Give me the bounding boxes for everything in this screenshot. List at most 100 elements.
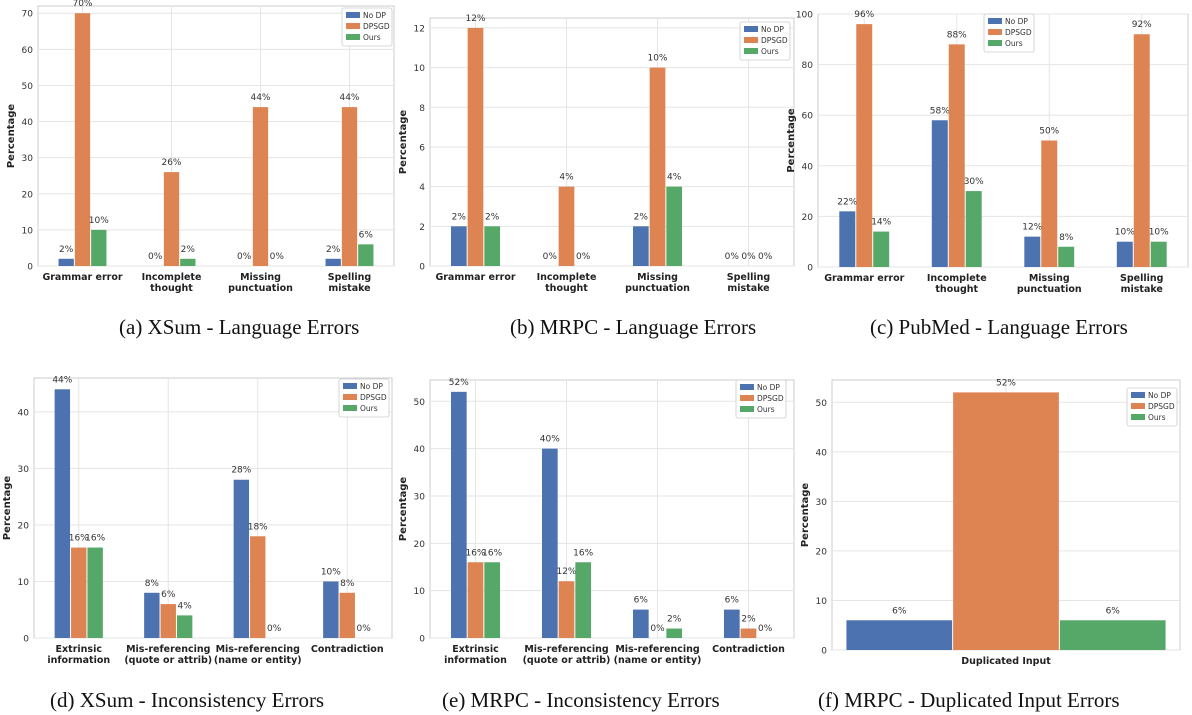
- data-label: 0%: [650, 624, 665, 634]
- x-tick-label-line: Extrinsic: [452, 644, 498, 655]
- bar: [846, 620, 953, 650]
- data-label: 2%: [181, 245, 196, 255]
- legend-swatch: [744, 26, 758, 32]
- x-tick-label: Missing punctuation: [1017, 273, 1082, 295]
- x-tick-label-line: mistake: [1121, 284, 1163, 295]
- y-axis-label: Percentage: [800, 483, 811, 548]
- x-tick-label-line: thought: [545, 283, 588, 294]
- bar: [649, 67, 666, 266]
- data-label: 10%: [321, 567, 341, 577]
- x-tick-label-line: Missing: [240, 272, 281, 283]
- x-tick-label: Grammar error: [435, 272, 515, 283]
- bar: [87, 547, 103, 638]
- legend-label: No DP: [360, 382, 383, 391]
- bar: [1059, 620, 1166, 650]
- bar: [1150, 241, 1167, 267]
- y-tick-label: 40: [22, 118, 34, 128]
- data-label: 70%: [72, 0, 92, 9]
- chart-svg: 0 2 4 6 8 10 12 Percentage 2% 0% 2% 0% 12% 4% 10% 0% 2% 0…: [398, 14, 795, 294]
- y-tick-label: 20: [22, 190, 34, 200]
- data-label: 6%: [1106, 606, 1121, 616]
- bar: [323, 581, 339, 638]
- x-tick-label-line: Missing: [637, 272, 678, 283]
- legend-swatch: [343, 383, 357, 389]
- data-label: 0%: [543, 252, 558, 262]
- y-axis-label: Percentage: [398, 110, 409, 175]
- data-label: 2%: [667, 615, 682, 625]
- bar: [856, 24, 873, 268]
- y-tick-label: 30: [22, 154, 34, 164]
- data-label: 16%: [85, 534, 105, 544]
- chart-panel-d: 0 10 20 30 40 Percentage 44% 8% 28% 10% 16% 6% 18% 8%…: [0, 370, 400, 670]
- legend-swatch: [740, 395, 754, 401]
- bar: [558, 186, 575, 266]
- chart-svg: 0 10 20 30 40 50 Percentage 6% 52% 6% Duplicated I…: [800, 378, 1181, 667]
- x-tick-label-line: (name or entity): [214, 655, 302, 666]
- data-label: 0%: [148, 252, 163, 262]
- data-label: 0%: [237, 252, 252, 262]
- bar: [484, 562, 501, 638]
- x-tick-label-line: Duplicated Input: [961, 656, 1051, 667]
- x-tick-label-line: mistake: [328, 283, 370, 294]
- bar: [339, 592, 355, 638]
- data-label: 2%: [485, 212, 500, 222]
- x-tick-label-line: punctuation: [625, 283, 690, 294]
- bar: [180, 258, 196, 266]
- data-label: 8%: [145, 579, 160, 589]
- bar: [541, 448, 558, 638]
- legend-swatch: [346, 23, 360, 29]
- bar: [233, 479, 250, 638]
- bar: [91, 229, 107, 266]
- y-tick-label: 10: [414, 587, 426, 597]
- bar: [358, 244, 374, 266]
- data-label: 4%: [667, 173, 682, 183]
- y-tick-label: 70: [22, 10, 34, 20]
- legend-label: DPSGD: [757, 394, 784, 403]
- legend-label: DPSGD: [1148, 402, 1175, 411]
- legend-swatch: [1131, 392, 1145, 398]
- data-label: 26%: [161, 158, 181, 168]
- data-label: 2%: [634, 212, 649, 222]
- legend-label: No DP: [757, 383, 780, 392]
- bar: [1041, 140, 1058, 267]
- bar: [965, 191, 982, 267]
- data-label: 6%: [634, 596, 649, 606]
- bar: [740, 628, 757, 638]
- y-tick-label: 30: [18, 465, 30, 475]
- x-tick-label: Spelling mistake: [1120, 273, 1163, 295]
- x-tick-label: Incomplete thought: [142, 272, 202, 294]
- bar: [325, 258, 341, 266]
- y-tick-label: 40: [414, 445, 426, 455]
- x-tick-label: Mis-referencing (quote or attrib): [124, 644, 212, 666]
- caption-c: (c) PubMed - Language Errors: [870, 315, 1128, 339]
- y-tick-label: 0: [821, 647, 827, 657]
- bar: [163, 172, 180, 266]
- x-tick-label-line: Spelling: [1120, 273, 1163, 284]
- x-tick-label: Extrinsic information: [444, 644, 507, 666]
- bar: [632, 226, 649, 266]
- y-tick-label: 100: [796, 11, 813, 21]
- y-tick-label: 50: [816, 399, 828, 409]
- legend-swatch: [744, 48, 758, 54]
- data-label: 92%: [1132, 20, 1152, 30]
- data-label: 44%: [250, 93, 270, 103]
- bar: [1116, 241, 1133, 267]
- y-tick-label: 80: [802, 61, 814, 71]
- legend-swatch: [343, 394, 357, 400]
- data-label: 0%: [758, 624, 773, 634]
- x-tick-label-line: punctuation: [228, 283, 293, 294]
- plot-area: [817, 13, 1189, 268]
- x-tick-label: Grammar error: [42, 272, 122, 283]
- y-axis-label: Percentage: [398, 477, 409, 542]
- data-label: 2%: [59, 245, 74, 255]
- x-tick-label-line: thought: [150, 283, 193, 294]
- legend-swatch: [1131, 414, 1145, 420]
- y-tick-label: 50: [22, 82, 34, 92]
- x-tick-label: Incomplete thought: [537, 272, 597, 294]
- x-tick-label: Grammar error: [824, 273, 904, 284]
- data-label: 10%: [647, 54, 667, 64]
- x-tick-label-line: Mis-referencing: [524, 644, 608, 655]
- y-tick-label: 40: [802, 162, 814, 172]
- y-tick-label: 30: [414, 492, 426, 502]
- data-label: 16%: [482, 548, 502, 558]
